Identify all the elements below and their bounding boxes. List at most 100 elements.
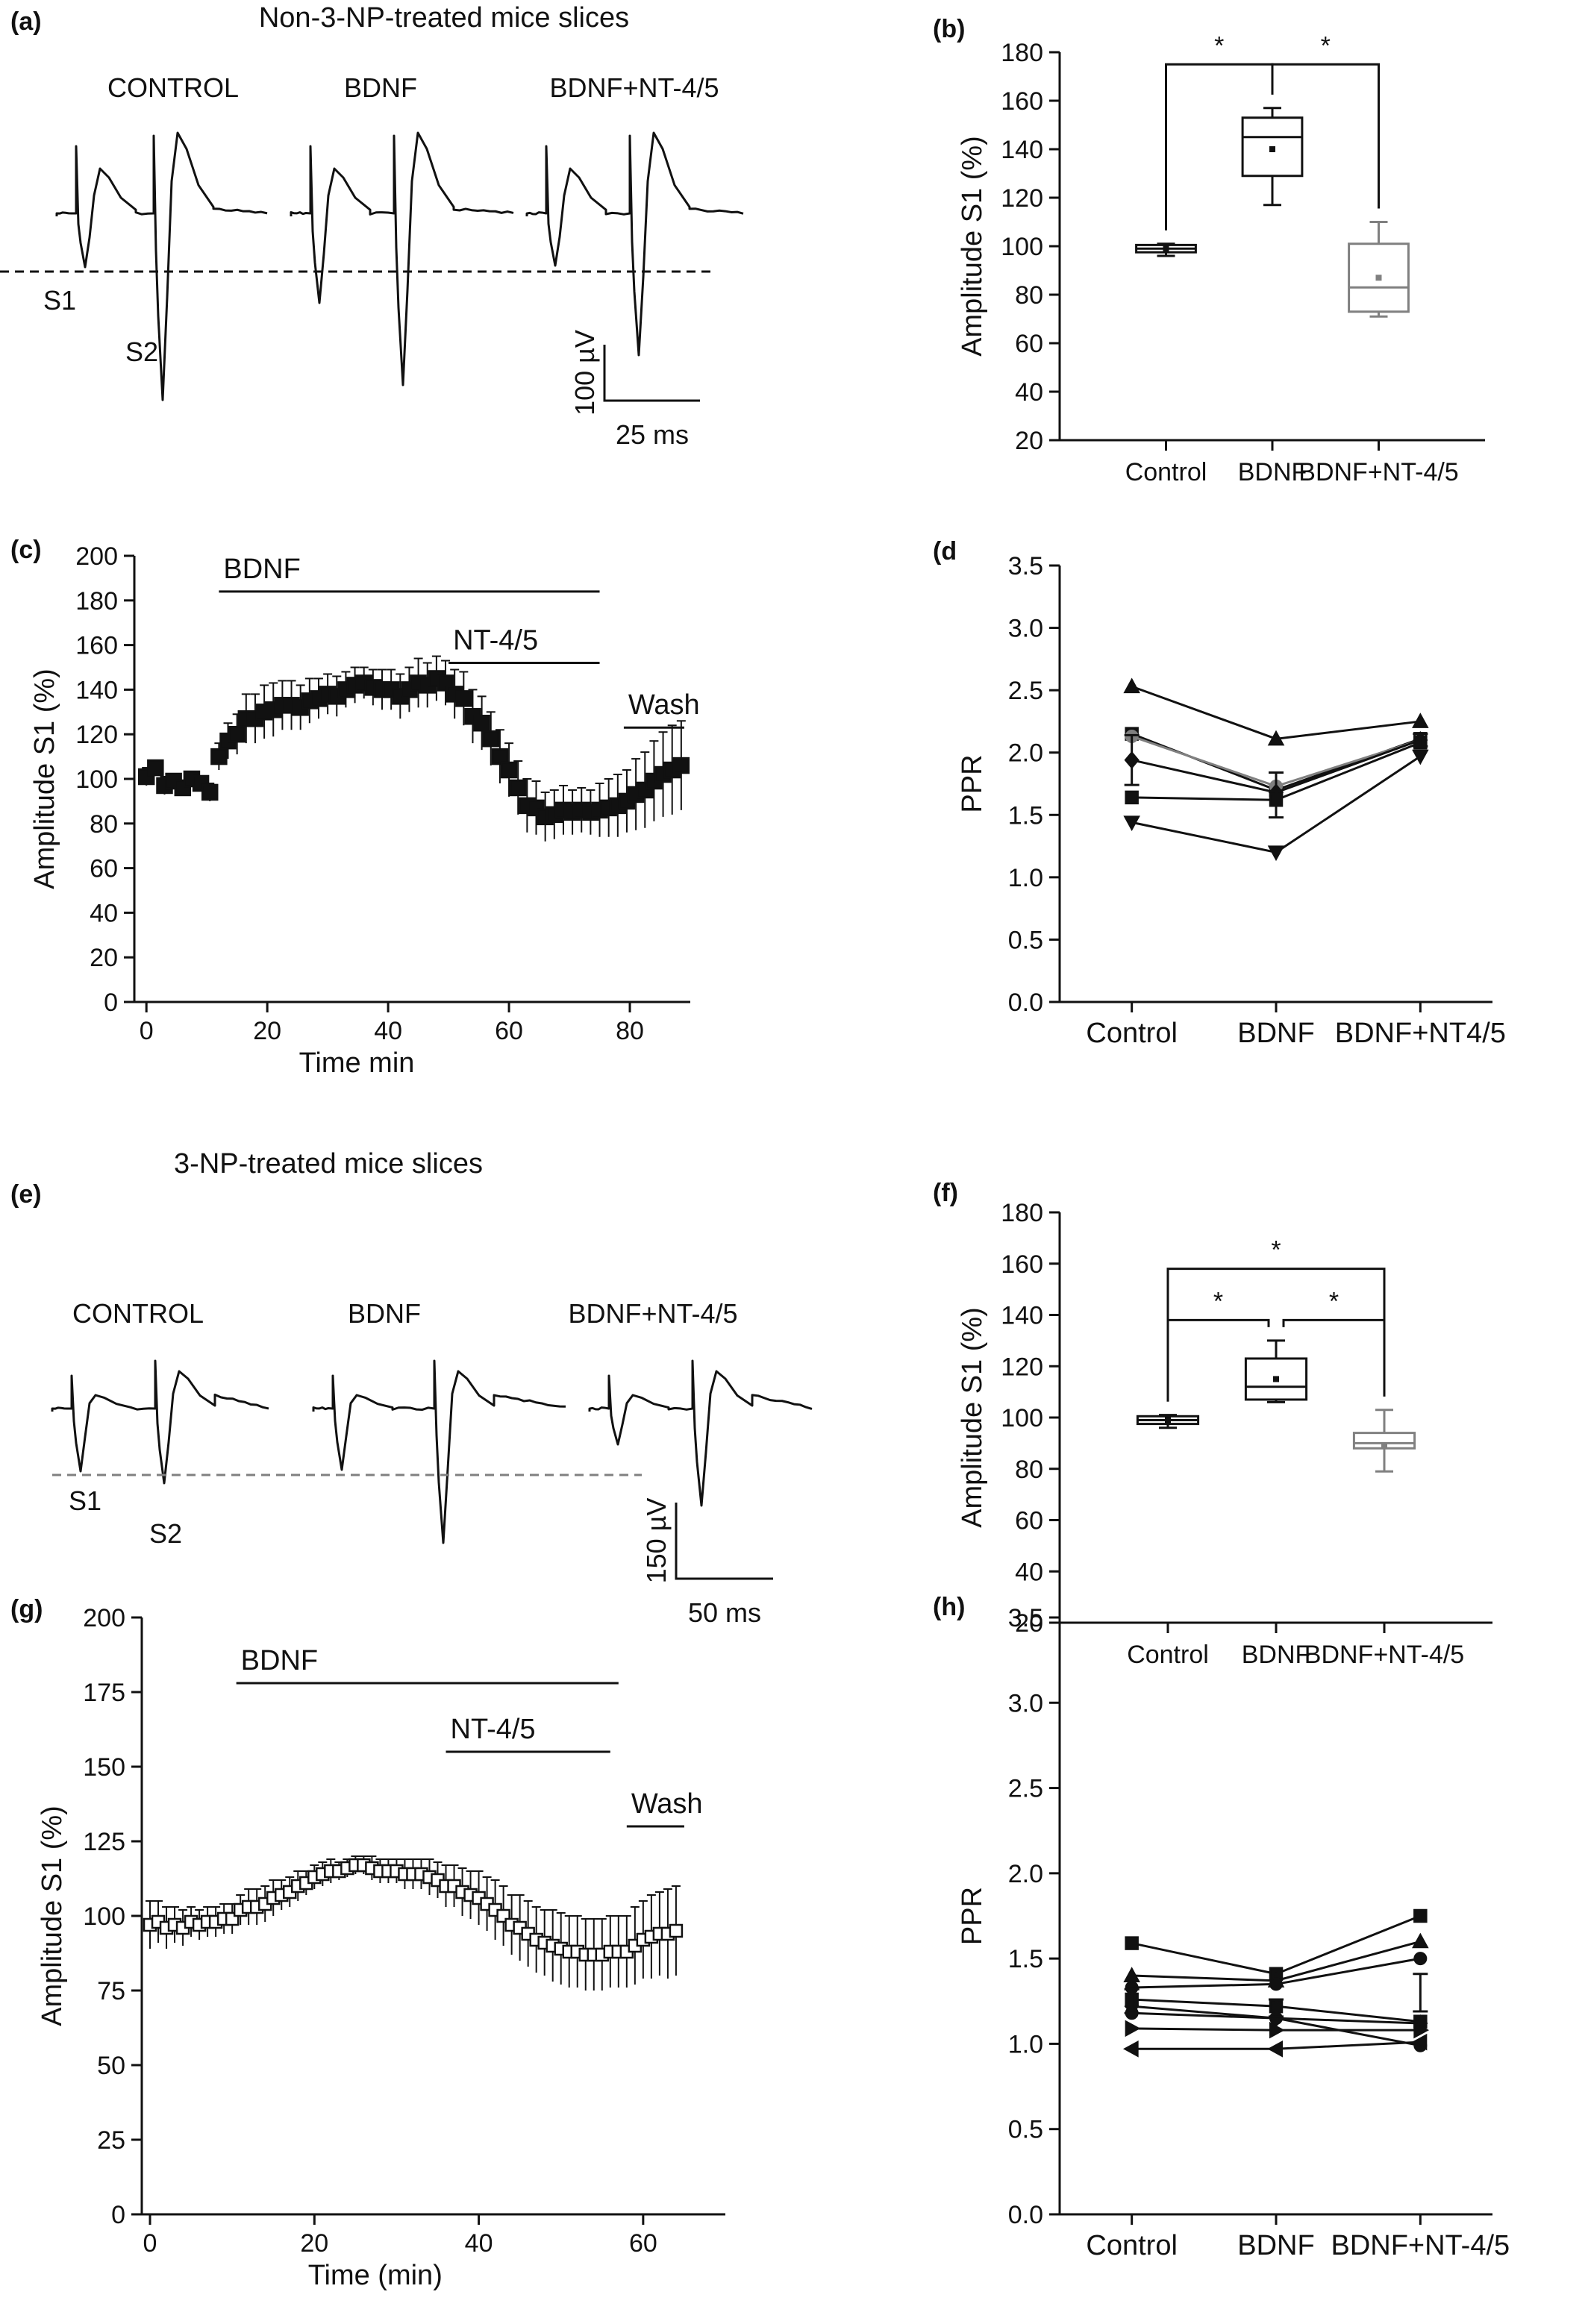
mean-error-bar: [1269, 771, 1284, 819]
trace-label: BDNF: [348, 1298, 421, 1329]
scale-bar: 150 µV 50 ms: [641, 1498, 773, 1628]
y-tick-label: 40: [1015, 1558, 1043, 1586]
panel-e-traces: (e) 3-NP-treated mice slices CONTROL BDNF BD…: [10, 1148, 813, 1628]
scale-bar-lines: [603, 345, 700, 402]
scale-label-x: 25 ms: [616, 419, 689, 450]
category-label: BDNF: [1238, 458, 1307, 486]
point-marker: [500, 761, 518, 779]
mean-marker: [1381, 1442, 1387, 1449]
series-marker: [1123, 815, 1140, 832]
data-point: [491, 729, 509, 783]
y-tick-label: 0.0: [1008, 989, 1043, 1017]
panel-label: (a): [10, 7, 42, 36]
y-tick-label: 40: [1015, 378, 1043, 407]
series-marker: [1125, 1936, 1139, 1950]
series-marker: [1413, 1952, 1428, 1966]
significance-bracket: *: [1282, 1287, 1386, 1397]
y-axis-label: Amplitude S1 (%): [29, 668, 60, 889]
data-point: [392, 673, 409, 719]
mean-error-bar: [1413, 1973, 1428, 2013]
y-axis-label: PPR: [957, 1887, 988, 1945]
trace-line: [312, 1359, 566, 1544]
box: [1136, 1414, 1200, 1429]
y-tick-label: 25: [97, 2126, 125, 2155]
treatment-bar: BDNF: [236, 1645, 619, 1685]
mean-marker: [1375, 275, 1382, 281]
y-tick-label: 150: [83, 1753, 125, 1782]
treatment-label: NT-4/5: [453, 625, 538, 657]
x-tick-label: 60: [629, 2229, 657, 2258]
series-marker: [1412, 1932, 1429, 1949]
mean-marker: [1273, 1376, 1279, 1382]
series-marker: [1123, 677, 1140, 694]
point-marker: [210, 748, 228, 765]
point-marker: [672, 757, 690, 774]
panel-a-traces: (a) Non-3-NP-treated mice slices CONTROL BD…: [0, 2, 744, 450]
panel-f-box-plot: (f) 20 40 60 80 100 120 140 160 180 Control BDNFBDN…: [933, 1179, 1492, 1669]
box-rect: [1241, 116, 1304, 178]
y-tick-label: 3.5: [1008, 1604, 1043, 1632]
box: [1135, 242, 1197, 257]
y-tick-label: 140: [1001, 136, 1043, 164]
y-tick-label: 1.0: [1008, 2030, 1043, 2058]
significance-star: *: [1329, 1287, 1339, 1315]
y-tick-label: 200: [83, 1604, 125, 1632]
data-point: [228, 713, 246, 755]
field-potential-trace: CONTROL: [51, 1298, 269, 1485]
y-tick-label: 20: [1015, 427, 1043, 455]
y-tick-label: 180: [1001, 39, 1043, 67]
scale-label-x: 50 ms: [688, 1597, 761, 1628]
data-point: [637, 751, 654, 828]
trace-line: [51, 1359, 269, 1485]
paired-series: [1125, 2020, 1430, 2039]
y-tick-label: 140: [1001, 1302, 1043, 1330]
x-tick-label: 40: [465, 2229, 493, 2258]
series-marker: [1413, 1908, 1428, 1923]
panel-label: (d: [933, 537, 957, 566]
x-axis-label: Time (min): [308, 2260, 443, 2291]
category-label: Control: [1125, 458, 1207, 486]
panel-title: Non-3-NP-treated mice slices: [259, 2, 629, 34]
data-point: [500, 742, 518, 797]
data-point: [473, 695, 490, 751]
series-marker: [1267, 845, 1285, 862]
data-point: [528, 780, 545, 835]
panel-label: (f): [933, 1179, 958, 1207]
y-tick-label: 160: [1001, 87, 1043, 116]
x-tick-label: 40: [374, 1017, 402, 1045]
panel-label: (h): [933, 1593, 965, 1621]
point-marker: [473, 715, 490, 732]
y-tick-label: 0.5: [1008, 2116, 1043, 2144]
field-potential-trace: BDNF: [312, 1298, 566, 1544]
box: [1241, 107, 1304, 207]
box-rect: [1348, 242, 1410, 313]
point-marker: [147, 759, 164, 777]
field-potential-trace: BDNF+NT-4/5: [525, 72, 744, 357]
y-tick-label: 3.0: [1008, 1689, 1043, 1717]
series-marker: [1269, 2021, 1285, 2039]
significance-star: *: [1214, 31, 1224, 60]
y-tick-label: 1.5: [1008, 801, 1043, 830]
mean-error-bar: [1124, 733, 1140, 786]
treatment-bar: NT-4/5: [446, 1714, 610, 1753]
significance-bracket: *: [1166, 1287, 1270, 1402]
y-tick-label: 1.0: [1008, 864, 1043, 892]
panel-b-box-plot: (b) 20 40 60 80 100 120 140 160 180 Control BDNFBDN…: [933, 15, 1485, 486]
y-tick-label: 140: [75, 676, 118, 704]
paired-series: [1122, 2033, 1428, 2058]
significance-star: *: [1321, 31, 1331, 60]
category-label: BDNF+NT-4/5: [1304, 1641, 1464, 1669]
trace-label: BDNF+NT-4/5: [568, 1298, 737, 1329]
stim-label-s2: S2: [149, 1518, 182, 1549]
data-point: [210, 742, 228, 771]
y-axis-label: Amplitude S1 (%): [37, 1805, 68, 2026]
y-tick-label: 40: [90, 899, 118, 927]
treatment-label: Wash: [631, 1788, 703, 1820]
significance-star: *: [1271, 1236, 1281, 1265]
series-marker: [1122, 2040, 1139, 2058]
point-marker: [509, 779, 527, 797]
series-marker: [1125, 2020, 1141, 2038]
treatment-label: BDNF: [241, 1645, 318, 1676]
